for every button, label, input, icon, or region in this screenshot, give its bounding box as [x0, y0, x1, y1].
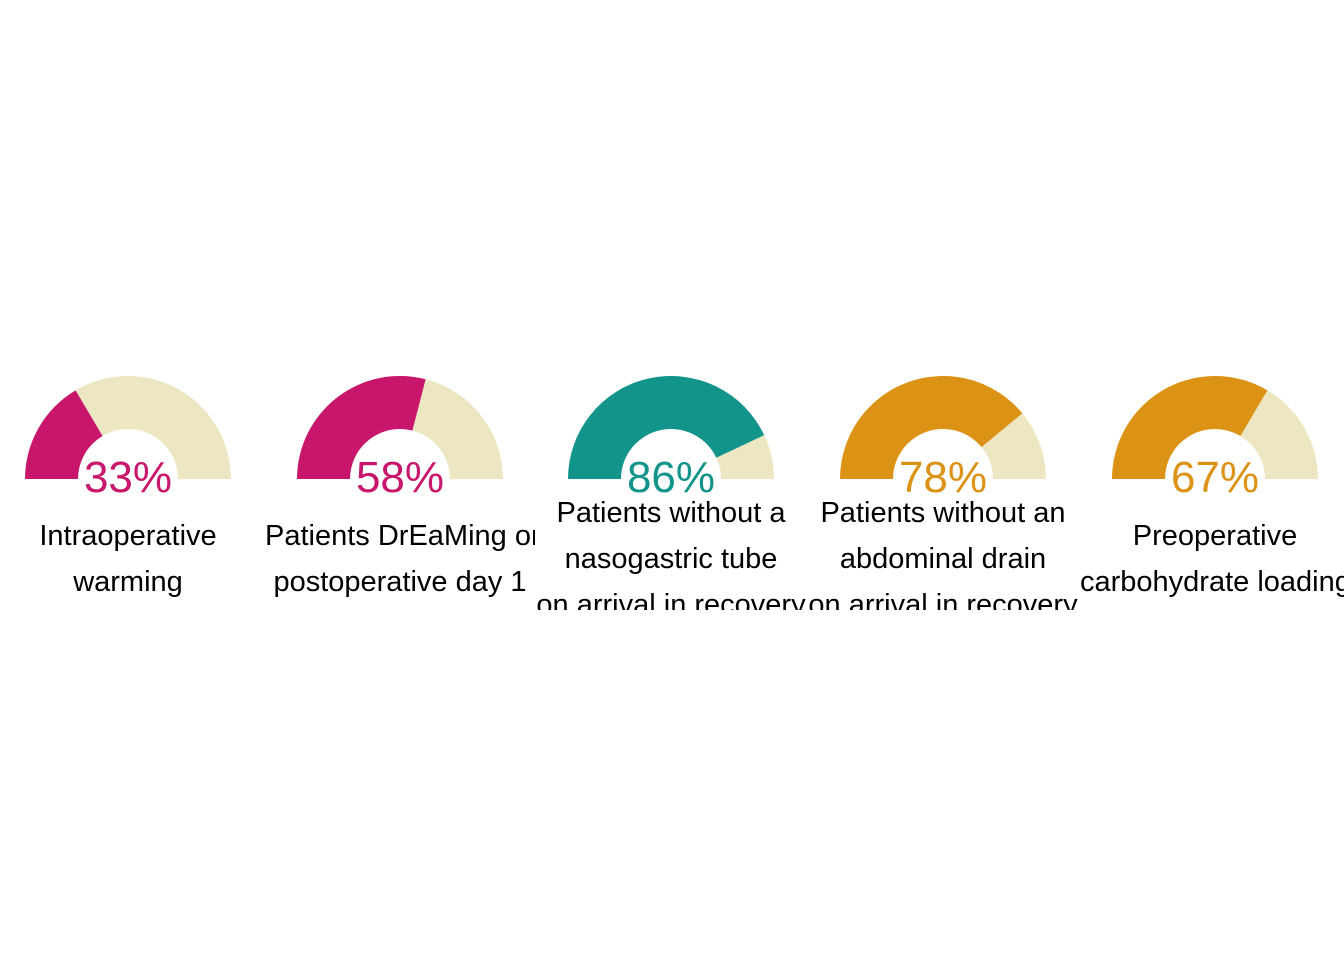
- gauge-panel-carbohydrate-loading: 67% Preoperative carbohydrate loading: [1080, 370, 1344, 610]
- gauge-panel-abdominal-drain: 78% Patients without an abdominal drain …: [808, 370, 1078, 611]
- gauge-track: [1240, 390, 1318, 479]
- gauge-title: Preoperative carbohydrate loading: [1080, 513, 1344, 605]
- gauge-fill: [840, 376, 1023, 479]
- gauge-title-line: on arrival in recovery: [808, 589, 1078, 610]
- gauge-title-line: on arrival in recovery: [536, 589, 806, 610]
- gauge-title: Intraoperative warming: [0, 513, 263, 605]
- gauge-title-line: postoperative day 1: [273, 566, 527, 598]
- gauge-title-line: Patients without an: [820, 497, 1066, 529]
- gauge-value-label: 78%: [898, 453, 988, 502]
- gauge-value-label: 67%: [1170, 453, 1260, 502]
- gauge-value-label: 86%: [626, 453, 716, 502]
- gauge-track: [75, 375, 231, 479]
- gauge-panel-dreaming: 58% Patients DrEaMing on postoperative d…: [265, 370, 535, 610]
- gauge-title-line: Patients without a: [556, 497, 786, 529]
- gauge-fill: [568, 375, 765, 479]
- gauge-value-label: 58%: [355, 453, 445, 502]
- gauge-title: Patients DrEaMing on postoperative day 1: [265, 513, 535, 605]
- gauge-fill: [297, 376, 426, 479]
- gauge-panel-intraoperative-warming: 33% Intraoperative warming: [0, 370, 263, 610]
- gauge-title-line: abdominal drain: [839, 543, 1047, 575]
- gauge-track: [716, 435, 774, 479]
- gauge-title-line: nasogastric tube: [564, 543, 778, 575]
- gauge-track: [412, 379, 503, 479]
- gauge-fill: [25, 390, 103, 479]
- gauge-title-line: carbohydrate loading: [1080, 566, 1344, 598]
- gauge-title: Patients without an abdominal drain on a…: [808, 490, 1078, 610]
- gauge-value-label: 33%: [83, 453, 173, 502]
- gauge-title: Patients without a nasogastric tube on a…: [536, 490, 806, 610]
- gauge-title-line: Patients DrEaMing on: [265, 520, 535, 552]
- gauge-title-line: Intraoperative: [39, 520, 217, 552]
- gauge-title-line: warming: [73, 566, 183, 598]
- gauge-title-line: Preoperative: [1132, 520, 1298, 552]
- gauge-track: [981, 413, 1046, 479]
- gauge-fill: [1112, 375, 1268, 479]
- gauge-panel-nasogastric-tube: 86% Patients without a nasogastric tube …: [536, 370, 806, 611]
